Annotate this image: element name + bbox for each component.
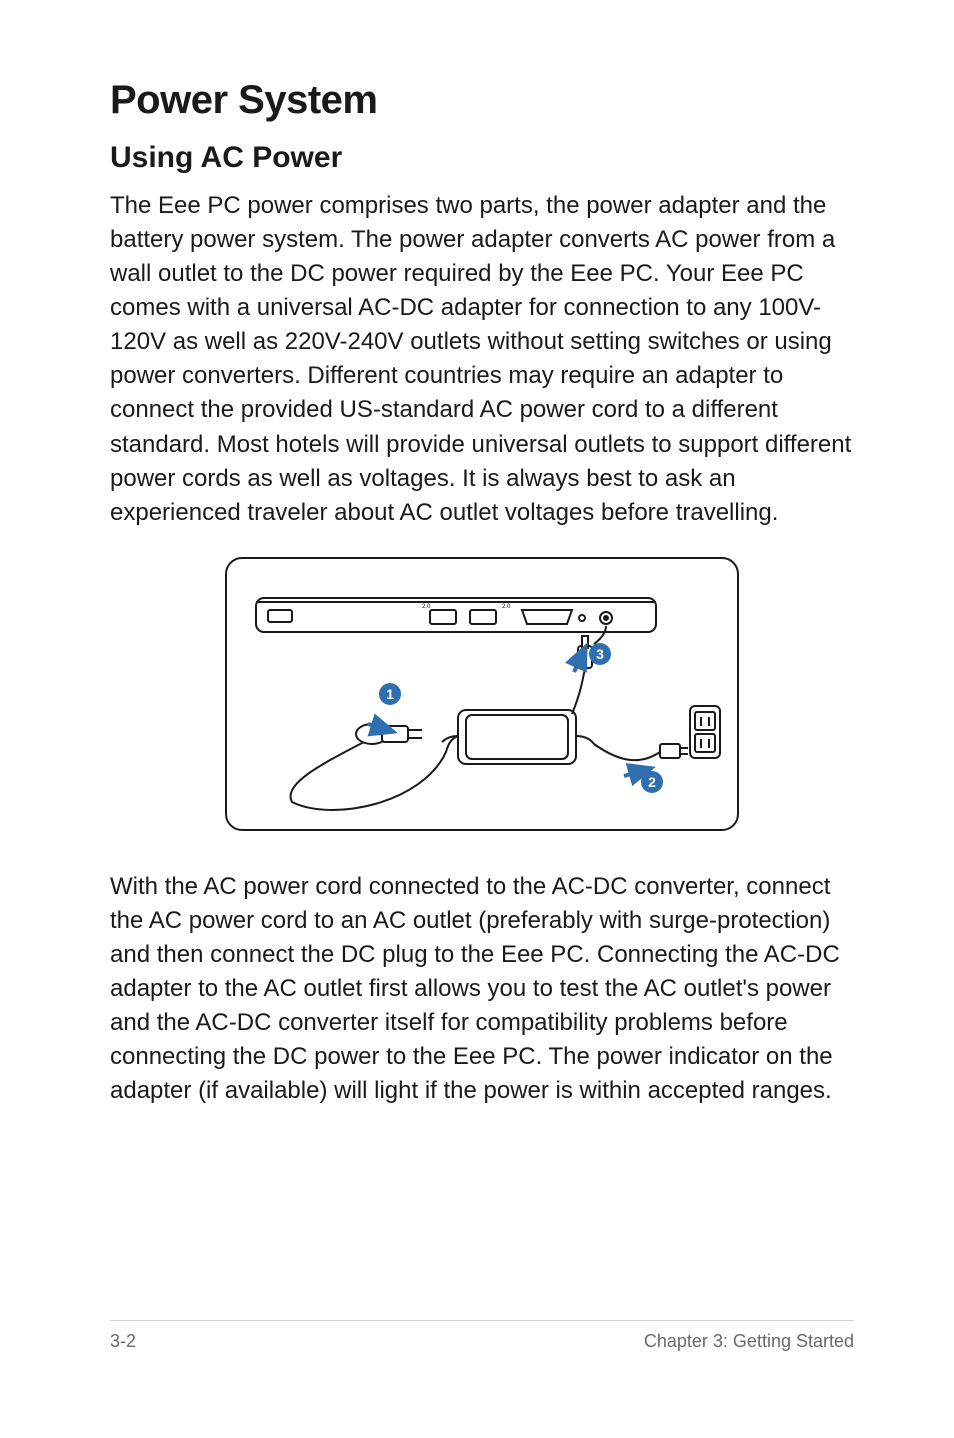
svg-text:2.0: 2.0 — [502, 604, 511, 610]
svg-text:2.0: 2.0 — [422, 604, 431, 610]
callout-3: 3 — [589, 643, 611, 665]
callout-1: 1 — [379, 683, 401, 705]
adapter-brick — [442, 710, 594, 764]
page-title: Power System — [110, 78, 854, 123]
page-number: 3-2 — [110, 1331, 136, 1352]
page: Power System Using AC Power The Eee PC p… — [0, 0, 954, 1438]
laptop-rear: 2.0 2.0 — [256, 598, 656, 632]
power-adapter-diagram: 2.0 2.0 — [222, 554, 742, 834]
intro-paragraph: The Eee PC power comprises two parts, th… — [110, 189, 854, 530]
wall-plug — [660, 706, 720, 758]
second-paragraph: With the AC power cord connected to the … — [110, 870, 854, 1109]
diagram-svg: 2.0 2.0 — [222, 554, 742, 834]
callout-2: 2 — [641, 771, 663, 793]
page-footer: 3-2 Chapter 3: Getting Started — [0, 1320, 954, 1352]
chapter-label: Chapter 3: Getting Started — [644, 1331, 854, 1352]
figure-container: 2.0 2.0 — [110, 554, 854, 834]
section-title: Using AC Power — [110, 141, 854, 175]
footer-rule — [110, 1320, 854, 1321]
figure8-plug — [356, 724, 422, 744]
